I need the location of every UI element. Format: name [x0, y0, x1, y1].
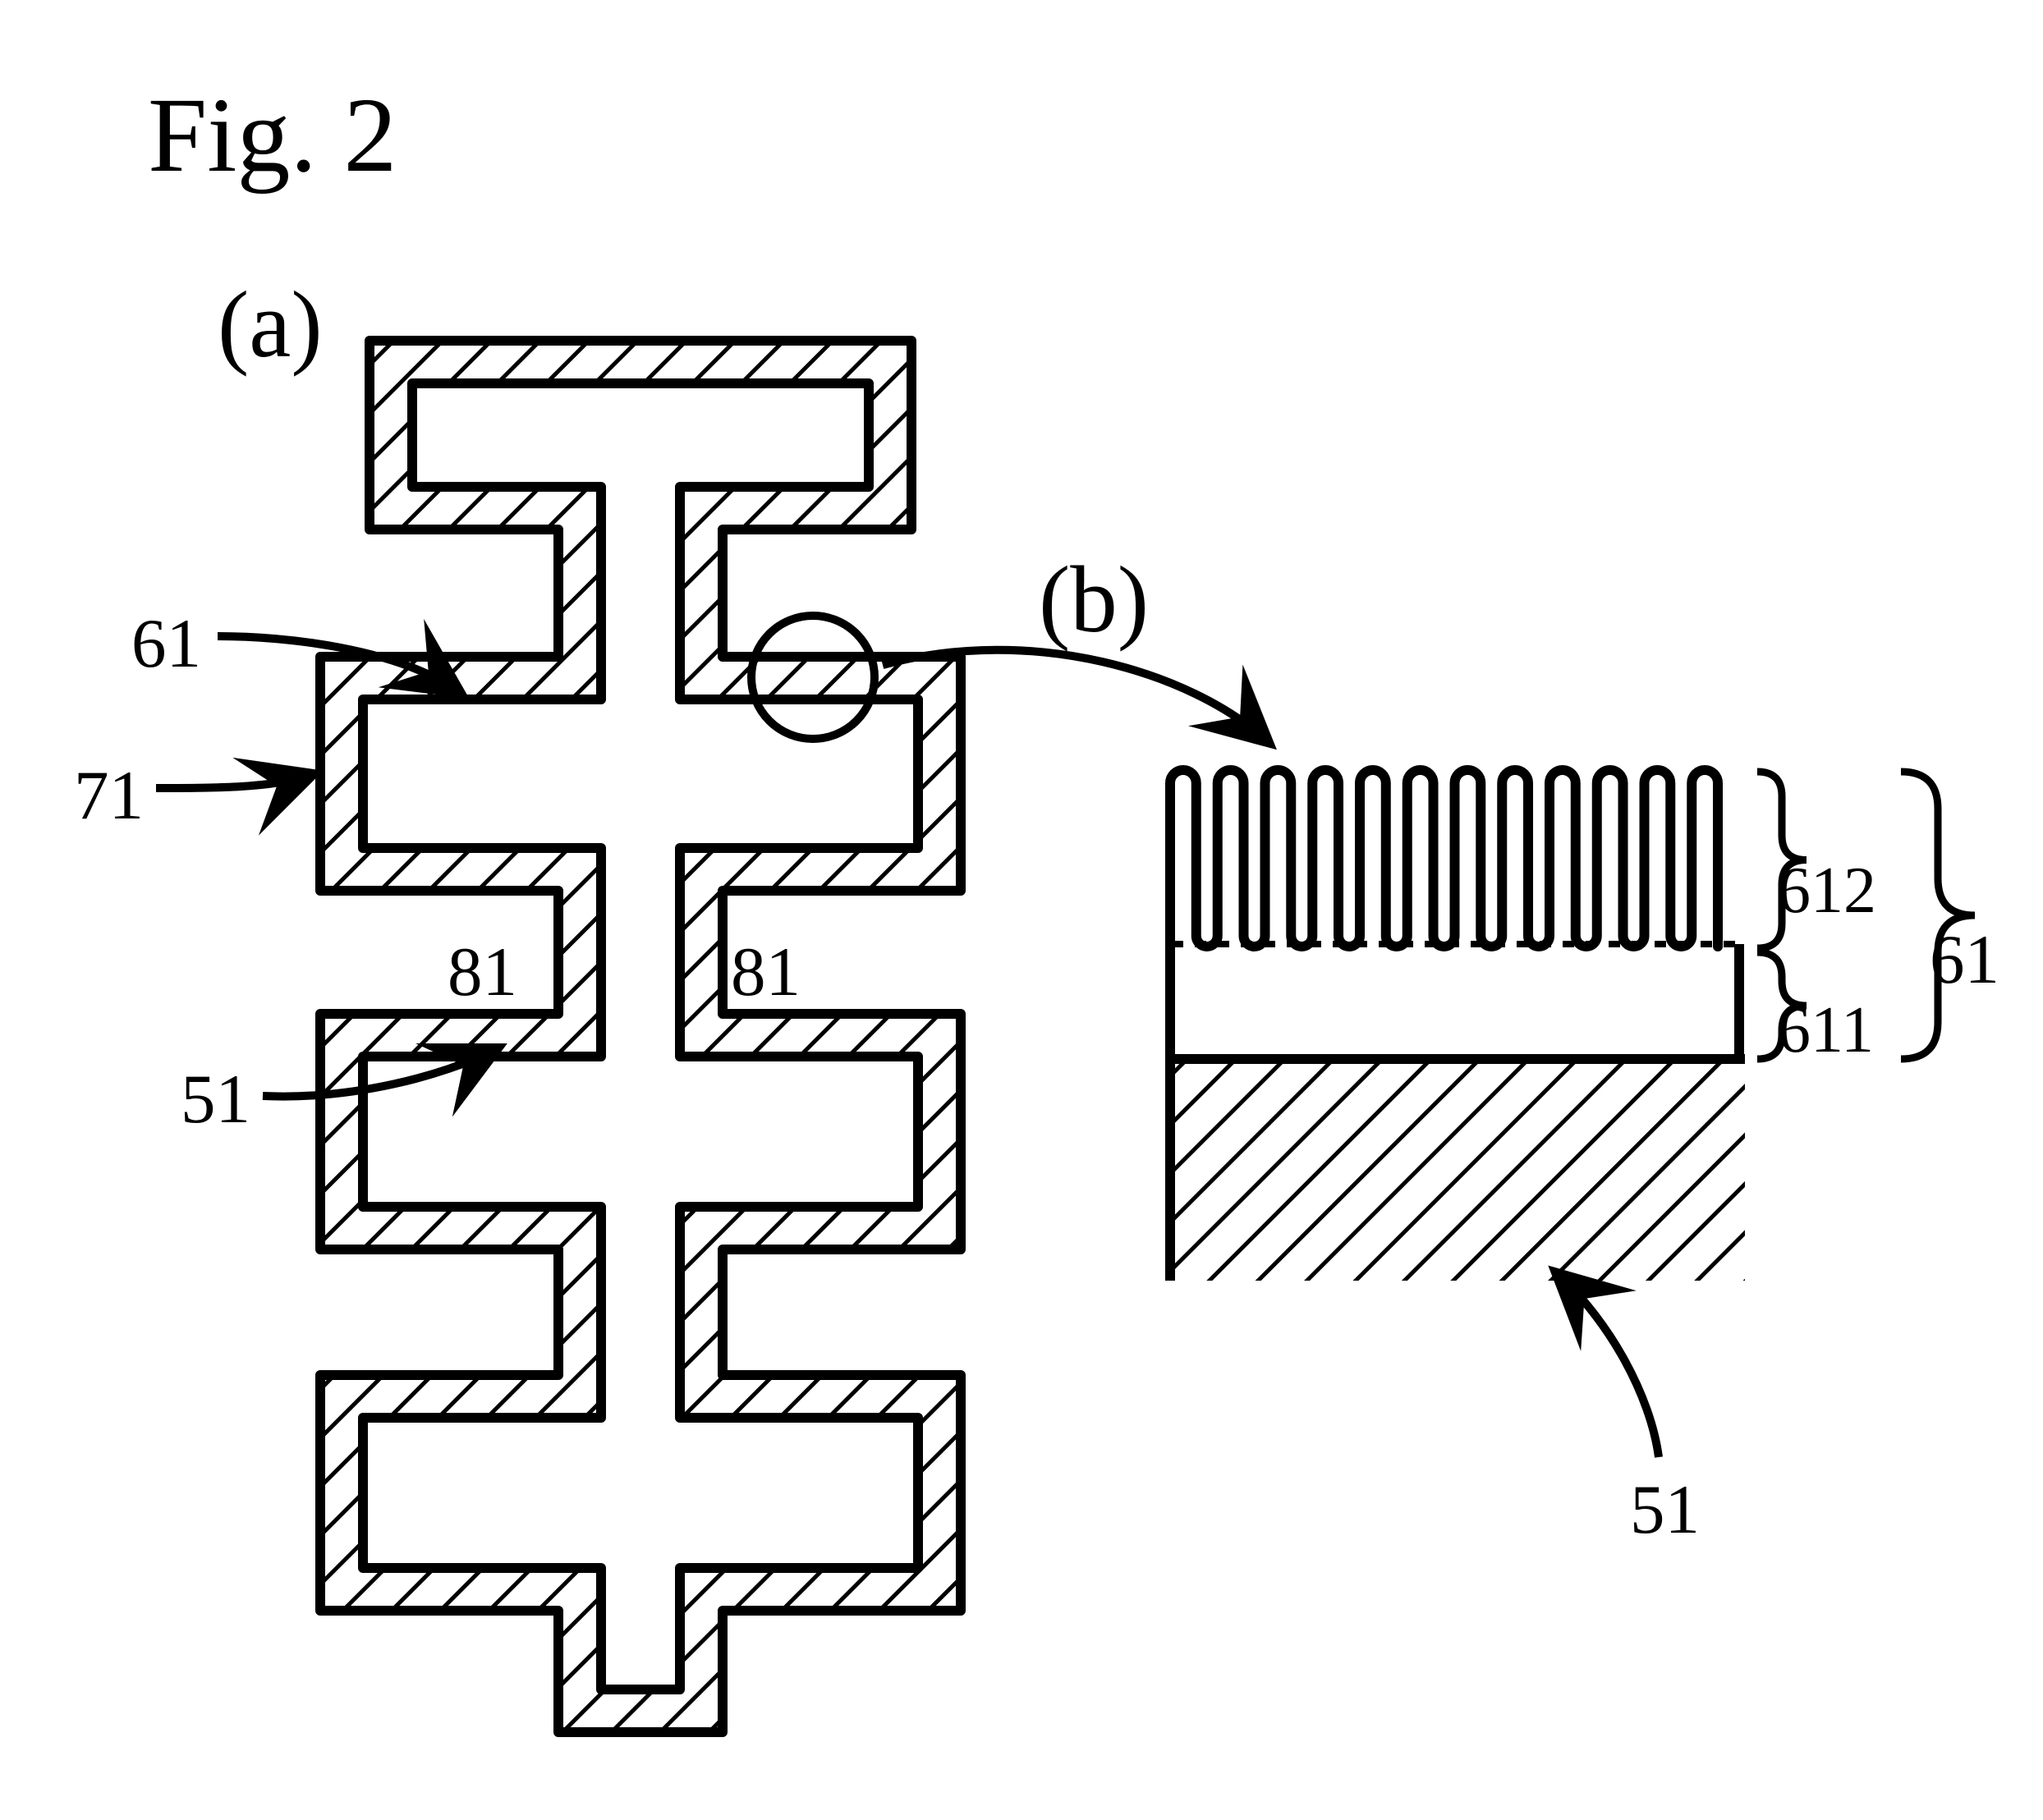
subfig-b-label: (b) [1039, 546, 1149, 654]
ref-51-b: 51 [1630, 1469, 1700, 1550]
ref-612: 612 [1778, 854, 1876, 928]
ref-71: 71 [74, 755, 144, 836]
subfig-a-label: (a) [218, 271, 323, 379]
brace-61 [1901, 772, 1975, 1059]
detail-base-hatch [1170, 1059, 1745, 1281]
layer-612-comb [1170, 770, 1718, 947]
body-a-hatch [320, 341, 961, 1732]
ref-61-a: 61 [131, 603, 201, 684]
figure-title: Fig. 2 [148, 74, 397, 197]
leader-51-b [1560, 1277, 1659, 1457]
ref-61-b: 61 [1930, 919, 1999, 1000]
ref-81-left: 81 [448, 932, 517, 1012]
ref-51-a: 51 [181, 1059, 250, 1139]
ref-81-right: 81 [731, 932, 801, 1012]
leader-l71 [156, 776, 308, 788]
ref-611: 611 [1778, 993, 1874, 1068]
